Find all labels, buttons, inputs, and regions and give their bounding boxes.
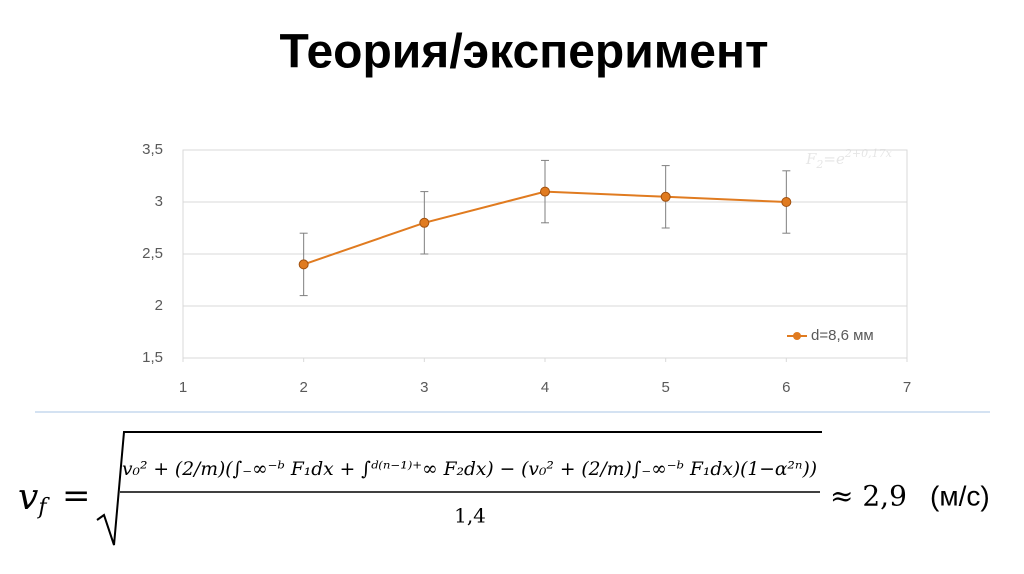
denominator: 1,4 bbox=[454, 504, 486, 528]
lhs-var: v bbox=[18, 477, 38, 518]
approx: ≈ 2,9 bbox=[830, 480, 907, 513]
y-tick-label: 2 bbox=[155, 297, 163, 314]
y-tick-label: 3,5 bbox=[142, 141, 163, 158]
x-tick-label: 1 bbox=[179, 379, 187, 396]
radical bbox=[96, 431, 822, 546]
legend-marker bbox=[793, 332, 801, 340]
point bbox=[660, 191, 671, 202]
x-tick-label: 4 bbox=[541, 379, 549, 396]
x-tick-label: 2 bbox=[299, 379, 307, 396]
annotation-sub: 2 bbox=[815, 158, 823, 171]
numerator: v₀² + (2/m)(∫₋∞⁻ᵇ F₁dx + ∫ᵈ⁽ⁿ⁻¹⁾⁺∞ F₂dx)… bbox=[122, 458, 817, 480]
x-tick-label: 5 bbox=[661, 379, 669, 396]
y-tick-label: 1,5 bbox=[142, 349, 163, 366]
legend-label: d=8,6 мм bbox=[811, 327, 874, 344]
x-tick-label: 3 bbox=[420, 379, 428, 396]
formula-eq: = bbox=[62, 476, 91, 516]
annotation-base: F bbox=[805, 150, 817, 168]
point bbox=[419, 217, 430, 228]
point bbox=[540, 186, 550, 197]
annotation-mid: =e bbox=[823, 150, 845, 168]
y-tick-label: 2,5 bbox=[142, 245, 163, 262]
unit: (м/с) bbox=[930, 480, 990, 511]
point bbox=[781, 197, 792, 207]
point bbox=[298, 259, 309, 270]
slide-title: Теория/эксперимент bbox=[280, 26, 769, 79]
annotation-sup: 2+0,17x bbox=[844, 147, 893, 160]
x-tick-label: 6 bbox=[782, 379, 790, 396]
y-tick-label: 3 bbox=[155, 193, 163, 210]
x-tick-label: 7 bbox=[903, 379, 911, 396]
chart: 1,5 2 2,5 3 3,5 1 2 3 4 5 6 7 d=8,6 мм bbox=[142, 141, 911, 396]
